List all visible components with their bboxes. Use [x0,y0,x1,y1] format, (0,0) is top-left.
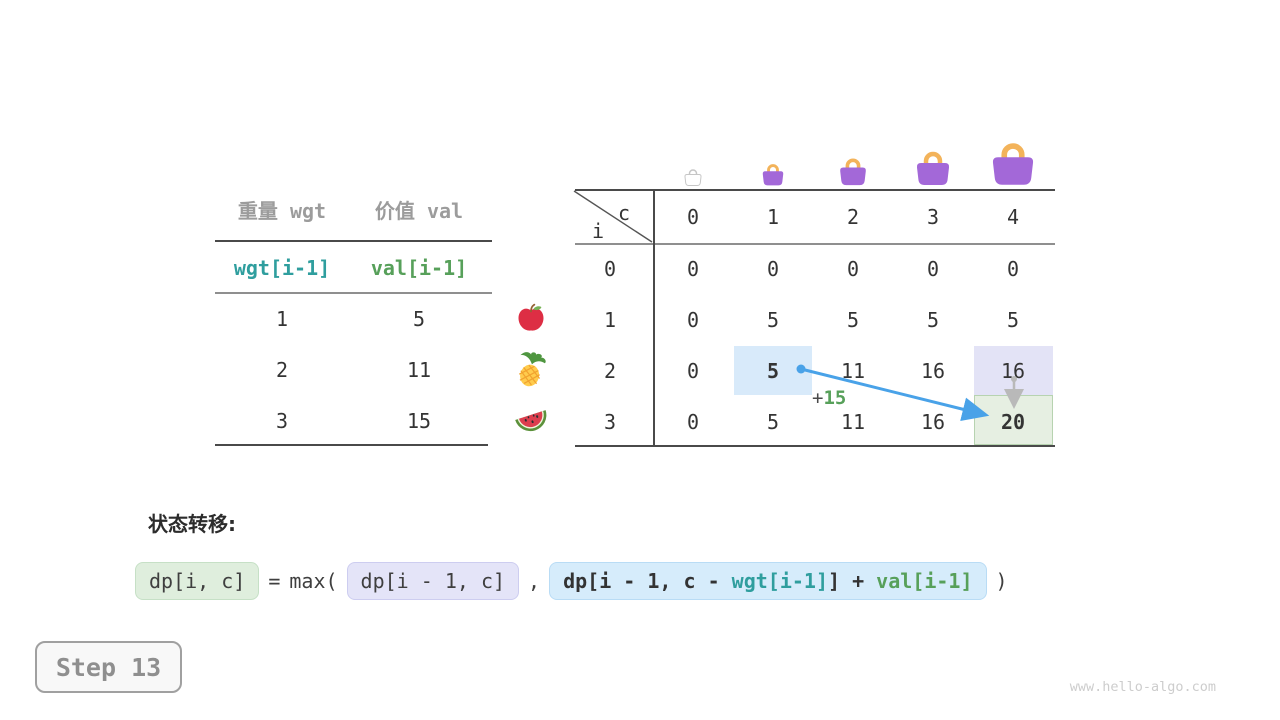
apple-icon [518,303,544,331]
item-table-header-weight: 重量 wgt [237,199,327,223]
formula-comma: , [528,569,541,593]
dp-cell-r3c4: 20 [1000,410,1026,434]
dp-row-header-0: 0 [603,257,617,281]
dp-cell-r0c4: 0 [1006,257,1020,281]
dp-corner-row-var: i [591,219,605,243]
dp-col-header-3: 3 [926,205,940,229]
dp-col-header-0: 0 [686,205,700,229]
annotation-plus-sign: + [812,387,824,409]
item-row-3-wgt: 3 [275,409,289,433]
item-row-1-val: 5 [412,307,426,331]
dp-row-header-2: 2 [603,359,617,383]
dp-cell-r2c2: 11 [840,359,866,383]
dp-cell-r1c4: 5 [1006,308,1020,332]
bag-icon-capacity-1 [762,164,784,186]
dp-cell-r2c0: 0 [686,359,700,383]
formula-option-take-pill: dp[i - 1, c - wgt[i-1]] + val[i-1] [549,562,987,600]
dp-col-header-1: 1 [766,205,780,229]
watermark: www.hello-algo.com [1069,679,1216,695]
item-table-header-value: 价值 val [374,199,464,223]
formula-close-paren: ) [995,569,1008,593]
dp-cell-r3c3: 16 [920,410,946,434]
transition-add-annotation: +15 [812,384,846,412]
dp-cell-r0c3: 0 [926,257,940,281]
transition-formula: dp[i, c] = max( dp[i - 1, c] , dp[i - 1,… [135,560,1008,602]
item-table-wgt-formula: wgt[i-1] [233,256,331,280]
take-bracket: ] [828,569,841,593]
dp-cell-r2c3: 16 [920,359,946,383]
dp-table-line-bottom [575,445,1055,447]
dp-cell-r0c0: 0 [686,257,700,281]
dp-table-line-header [575,243,1055,245]
take-val-term: val[i-1] [876,569,973,593]
item-row-3-val: 15 [406,409,432,433]
dp-cell-r3c0: 0 [686,410,700,434]
dp-cell-r3c1: 5 [766,410,780,434]
dp-col-header-4: 4 [1006,205,1020,229]
dp-row-header-3: 3 [603,410,617,434]
formula-lhs-pill: dp[i, c] [135,562,260,600]
annotation-value: 15 [823,387,847,409]
step-label: Step 13 [55,652,162,682]
item-table-divider-mid [215,292,492,294]
take-prefix: dp[i - 1, c - [563,569,732,593]
item-table-divider-top [215,240,492,242]
dp-cell-r1c1: 5 [766,308,780,332]
item-row-2-val: 11 [406,358,432,382]
item-table-divider-bottom [215,444,488,446]
formula-max-open: max( [289,569,338,593]
dp-cell-r2c1: 5 [766,359,780,383]
dp-cell-r0c2: 0 [846,257,860,281]
dp-row-header-1: 1 [603,308,617,332]
bag-icon-capacity-0 [684,169,702,186]
dp-col-header-2: 2 [846,205,860,229]
item-row-1-wgt: 1 [275,307,289,331]
dp-cell-r1c3: 5 [926,308,940,332]
bag-icon-capacity-3 [916,151,950,185]
dp-cell-r1c2: 5 [846,308,860,332]
formula-equals: = [268,569,281,593]
step-indicator: Step 13 [35,641,182,693]
watermelon-icon [515,410,547,432]
formula-option-keep-pill: dp[i - 1, c] [346,562,520,600]
take-plus: + [840,569,877,593]
dp-cell-r2c4: 16 [1000,359,1026,383]
take-wgt-term: wgt[i-1] [731,569,828,593]
transition-label: 状态转移: [148,512,236,536]
bag-icon-capacity-4 [992,143,1034,185]
dp-table-line-vertical [653,189,655,447]
dp-cell-r0c1: 0 [766,257,780,281]
item-table-val-formula: val[i-1] [370,256,468,280]
dp-table-line-top [575,189,1055,191]
pineapple-icon [518,352,546,387]
bag-icon-capacity-2 [840,158,866,186]
item-row-2-wgt: 2 [275,358,289,382]
dp-cell-r1c0: 0 [686,308,700,332]
